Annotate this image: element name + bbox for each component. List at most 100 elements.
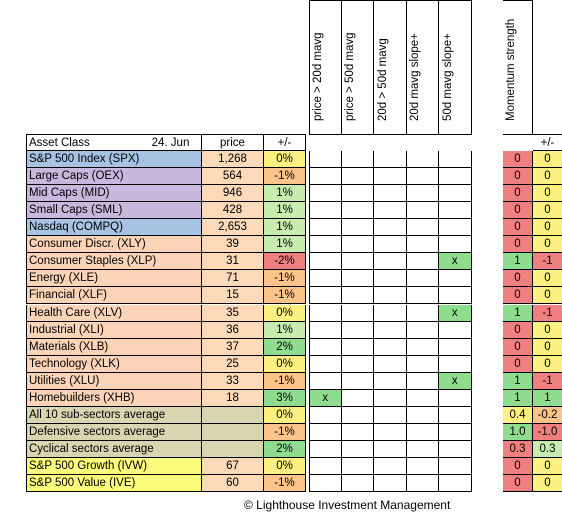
change-value: 1% xyxy=(264,202,306,220)
signal-cell xyxy=(374,338,407,356)
signal-cell xyxy=(341,321,374,339)
momentum-value: 0 xyxy=(503,151,533,169)
asset-name: Mid Caps (MID) xyxy=(26,185,202,203)
signal-cell xyxy=(309,475,342,493)
signal-cell xyxy=(406,440,439,458)
price-value xyxy=(202,440,264,458)
signal-cell xyxy=(309,219,342,237)
price-value xyxy=(202,423,264,441)
momentum-value: 0 xyxy=(503,475,533,493)
price-value: 946 xyxy=(202,185,264,203)
change-value: 0% xyxy=(264,406,306,424)
signal-cell xyxy=(406,338,439,356)
momentum-change-value: 0.3 xyxy=(533,440,562,458)
price-value: 67 xyxy=(202,457,264,475)
signal-cell xyxy=(309,321,342,339)
signal-cell xyxy=(341,457,374,475)
asset-name: Financial (XLF) xyxy=(26,287,202,305)
signal-cell xyxy=(374,185,407,203)
signal-cell xyxy=(374,355,407,373)
copyright-footer: © Lighthouse Investment Management xyxy=(244,498,451,512)
momentum-change-value: -1 xyxy=(533,304,562,322)
asset-name: Homebuilders (XHB) xyxy=(26,389,202,407)
momentum-change-value: 0 xyxy=(533,475,562,493)
signal-cell xyxy=(374,372,407,390)
signal-cell xyxy=(374,321,407,339)
signal-cell xyxy=(374,270,407,288)
signal-cell xyxy=(406,253,439,271)
momentum-change-value: 0 xyxy=(533,151,562,169)
signal-cell xyxy=(439,168,472,186)
signal-cell xyxy=(439,236,472,254)
signal-cell xyxy=(406,270,439,288)
signal-cell xyxy=(439,406,472,424)
momentum-change-value: 0 xyxy=(533,321,562,339)
signal-cell xyxy=(309,355,342,373)
signal-header-4-label: 20d mavg slope+ xyxy=(409,33,422,121)
price-value: 2,653 xyxy=(202,219,264,237)
momentum-value: 0 xyxy=(503,219,533,237)
momentum-value: 0.4 xyxy=(503,406,533,424)
momentum-change-value: -1 xyxy=(533,372,562,390)
asset-name: Cyclical sectors average xyxy=(26,440,202,458)
price-value: 428 xyxy=(202,202,264,220)
signal-cell xyxy=(439,287,472,305)
signal-cell xyxy=(406,236,439,254)
signal-cell xyxy=(439,270,472,288)
signal-cell xyxy=(341,389,374,407)
change-value: -1% xyxy=(264,287,306,305)
asset-name: Health Care (XLV) xyxy=(26,304,202,322)
asset-name: Utilities (XLU) xyxy=(26,372,202,390)
signal-cell xyxy=(374,440,407,458)
price-value: 37 xyxy=(202,338,264,356)
momentum-change-value: -0.2 xyxy=(533,406,562,424)
change-value: 0% xyxy=(264,304,306,322)
asset-name: Consumer Discr. (XLY) xyxy=(26,236,202,254)
signal-cell xyxy=(439,475,472,493)
signal-cell xyxy=(341,338,374,356)
asset-name: S&P 500 Growth (IVW) xyxy=(26,457,202,475)
momentum-value: 1 xyxy=(503,304,533,322)
signal-header-4: 20d mavg slope+ xyxy=(406,0,439,135)
signal-cell: x xyxy=(439,253,472,271)
momentum-change-value: 0 xyxy=(533,219,562,237)
momentum-value: 0 xyxy=(503,321,533,339)
asset-name: Nasdaq (COMPQ) xyxy=(26,219,202,237)
asset-name: All 10 sub-sectors average xyxy=(26,406,202,424)
price-value: 1,268 xyxy=(202,151,264,169)
signal-cell: x xyxy=(309,389,342,407)
signal-cell xyxy=(341,236,374,254)
signal-cell xyxy=(406,321,439,339)
momentum-change-value: 0 xyxy=(533,185,562,203)
change-value: -2% xyxy=(264,253,306,271)
price-value: 31 xyxy=(202,253,264,271)
signal-header-5: 50d mavg slope+ xyxy=(439,0,472,135)
change-value: 0% xyxy=(264,151,306,169)
signal-cell xyxy=(341,475,374,493)
signal-cell: x xyxy=(439,372,472,390)
signal-cell xyxy=(374,457,407,475)
signal-cell xyxy=(309,287,342,305)
asset-name: Defensive sectors average xyxy=(26,423,202,441)
asset-class-header: Asset Class xyxy=(26,134,140,152)
change-value: -1% xyxy=(264,270,306,288)
momentum-value: 0 xyxy=(503,338,533,356)
momentum-value: 0 xyxy=(503,236,533,254)
price-value: 33 xyxy=(202,372,264,390)
signal-cell xyxy=(439,389,472,407)
signal-cell xyxy=(309,338,342,356)
asset-name: Technology (XLK) xyxy=(26,355,202,373)
change-value: 0% xyxy=(264,457,306,475)
change-value: -1% xyxy=(264,372,306,390)
signal-cell xyxy=(341,440,374,458)
change-value: 0% xyxy=(264,355,306,373)
momentum-change-value: 1 xyxy=(533,389,562,407)
signal-cell xyxy=(439,423,472,441)
signal-cell xyxy=(406,372,439,390)
momentum-change-value: -1.0 xyxy=(533,423,562,441)
momentum-change-value: 0 xyxy=(533,202,562,220)
price-value: 36 xyxy=(202,321,264,339)
asset-name: Industrial (XLI) xyxy=(26,321,202,339)
change-value: 1% xyxy=(264,321,306,339)
momentum-change-value: 0 xyxy=(533,270,562,288)
